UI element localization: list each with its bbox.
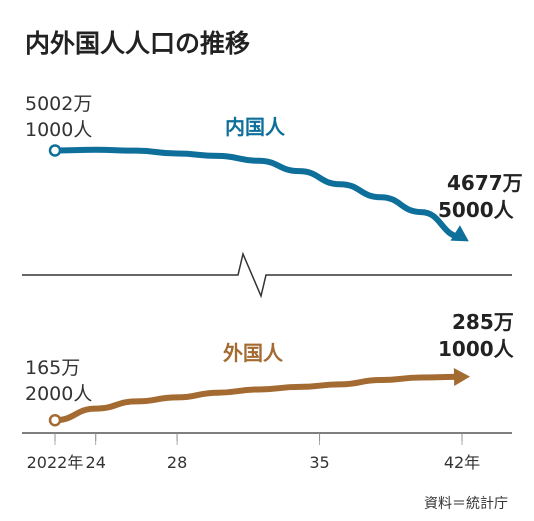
- domestic-end-label-line2: 5000人: [438, 198, 515, 222]
- x-tick-label: 28: [167, 453, 187, 472]
- x-tick-labels: 2022年 24 28 35 42年: [27, 453, 481, 472]
- series-arrowhead-0: [450, 225, 469, 242]
- series-line-1: [52, 373, 465, 424]
- foreign-end-label-line1: 285万: [452, 310, 514, 334]
- series-label-domestic: 内国人: [225, 115, 286, 139]
- series-start-point-1: [48, 413, 62, 427]
- x-tick-label: 35: [309, 453, 329, 472]
- x-tick-label: 24: [86, 453, 106, 472]
- axis-break-line: [22, 251, 512, 299]
- series-arrowhead-1: [453, 367, 470, 386]
- source-note: 資料＝統計庁: [424, 496, 508, 512]
- x-tick-label: 2022年: [27, 453, 84, 472]
- series-lines: [48, 144, 470, 427]
- series-start-point-0: [48, 144, 62, 157]
- foreign-end-label-line2: 1000人: [438, 337, 515, 361]
- chart-title: 内外国人人口の推移: [25, 29, 250, 58]
- domestic-end-label-line1: 4677万: [447, 171, 523, 195]
- domestic-start-label-line1: 5002万: [25, 93, 92, 115]
- series-label-foreign: 外国人: [223, 341, 284, 365]
- domestic-start-label-line2: 1000人: [25, 119, 92, 141]
- series-line-0: [52, 146, 465, 241]
- gridlines: [54, 433, 463, 445]
- foreign-start-label-line2: 2000人: [25, 383, 92, 405]
- foreign-start-label-line1: 165万: [25, 357, 80, 379]
- x-tick-label: 42年: [444, 453, 480, 472]
